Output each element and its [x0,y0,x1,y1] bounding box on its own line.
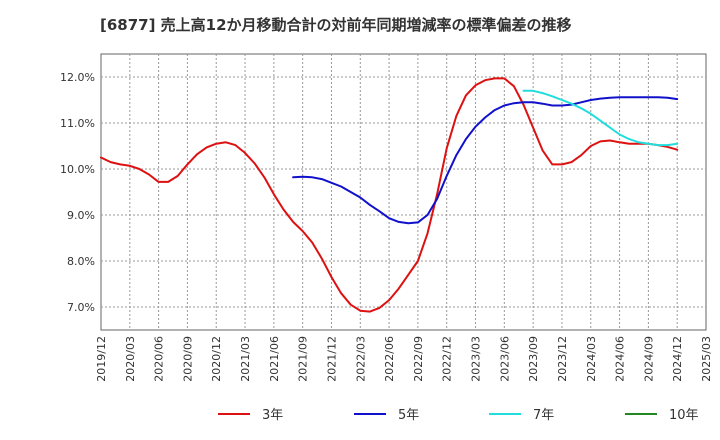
x-tick-label: 2024/03 [585,336,598,382]
y-tick-label: 8.0% [67,255,95,268]
x-tick-label: 2024/06 [614,336,627,382]
chart-title: [6877] 売上高12か月移動合計の対前年同期増減率の標準偏差の推移 [100,16,572,34]
x-tick-label: 2024/12 [671,336,684,382]
series-line-3年 [100,77,679,313]
x-tick-label: 2020/06 [153,336,166,382]
x-tick-label: 2023/06 [498,336,511,382]
x-tick-label: 2023/09 [527,336,540,382]
y-tick-label: 12.0% [60,71,95,84]
plot-area [100,53,707,331]
legend-label: 3年 [262,408,283,423]
x-tick-label: 2020/12 [210,336,223,382]
legend-label: 5年 [398,408,419,423]
y-tick-label: 10.0% [60,163,95,176]
x-tick-label: 2024/09 [642,336,655,382]
x-tick-label: 2022/12 [441,336,454,382]
x-tick-label: 2022/03 [354,336,367,382]
x-tick-label: 2022/06 [383,336,396,382]
x-tick-label: 2025/03 [700,336,713,382]
legend-label: 7年 [533,408,554,423]
x-tick-label: 2021/12 [325,336,338,382]
x-tick-label: 2023/03 [470,336,483,382]
y-tick-label: 7.0% [67,301,95,314]
series-line-7年 [522,89,679,147]
y-tick-label: 9.0% [67,209,95,222]
x-tick-label: 2021/06 [268,336,281,382]
x-tick-label: 2020/09 [181,336,194,382]
x-tick-label: 2021/03 [239,336,252,382]
x-tick-label: 2019/12 [95,336,108,382]
series-line-5年 [292,96,679,225]
y-tick-label: 11.0% [60,117,95,130]
x-tick-label: 2023/12 [556,336,569,382]
legend-label: 10年 [669,408,699,423]
x-tick-label: 2022/09 [412,336,425,382]
x-tick-label: 2021/09 [297,336,310,382]
x-tick-label: 2020/03 [124,336,137,382]
